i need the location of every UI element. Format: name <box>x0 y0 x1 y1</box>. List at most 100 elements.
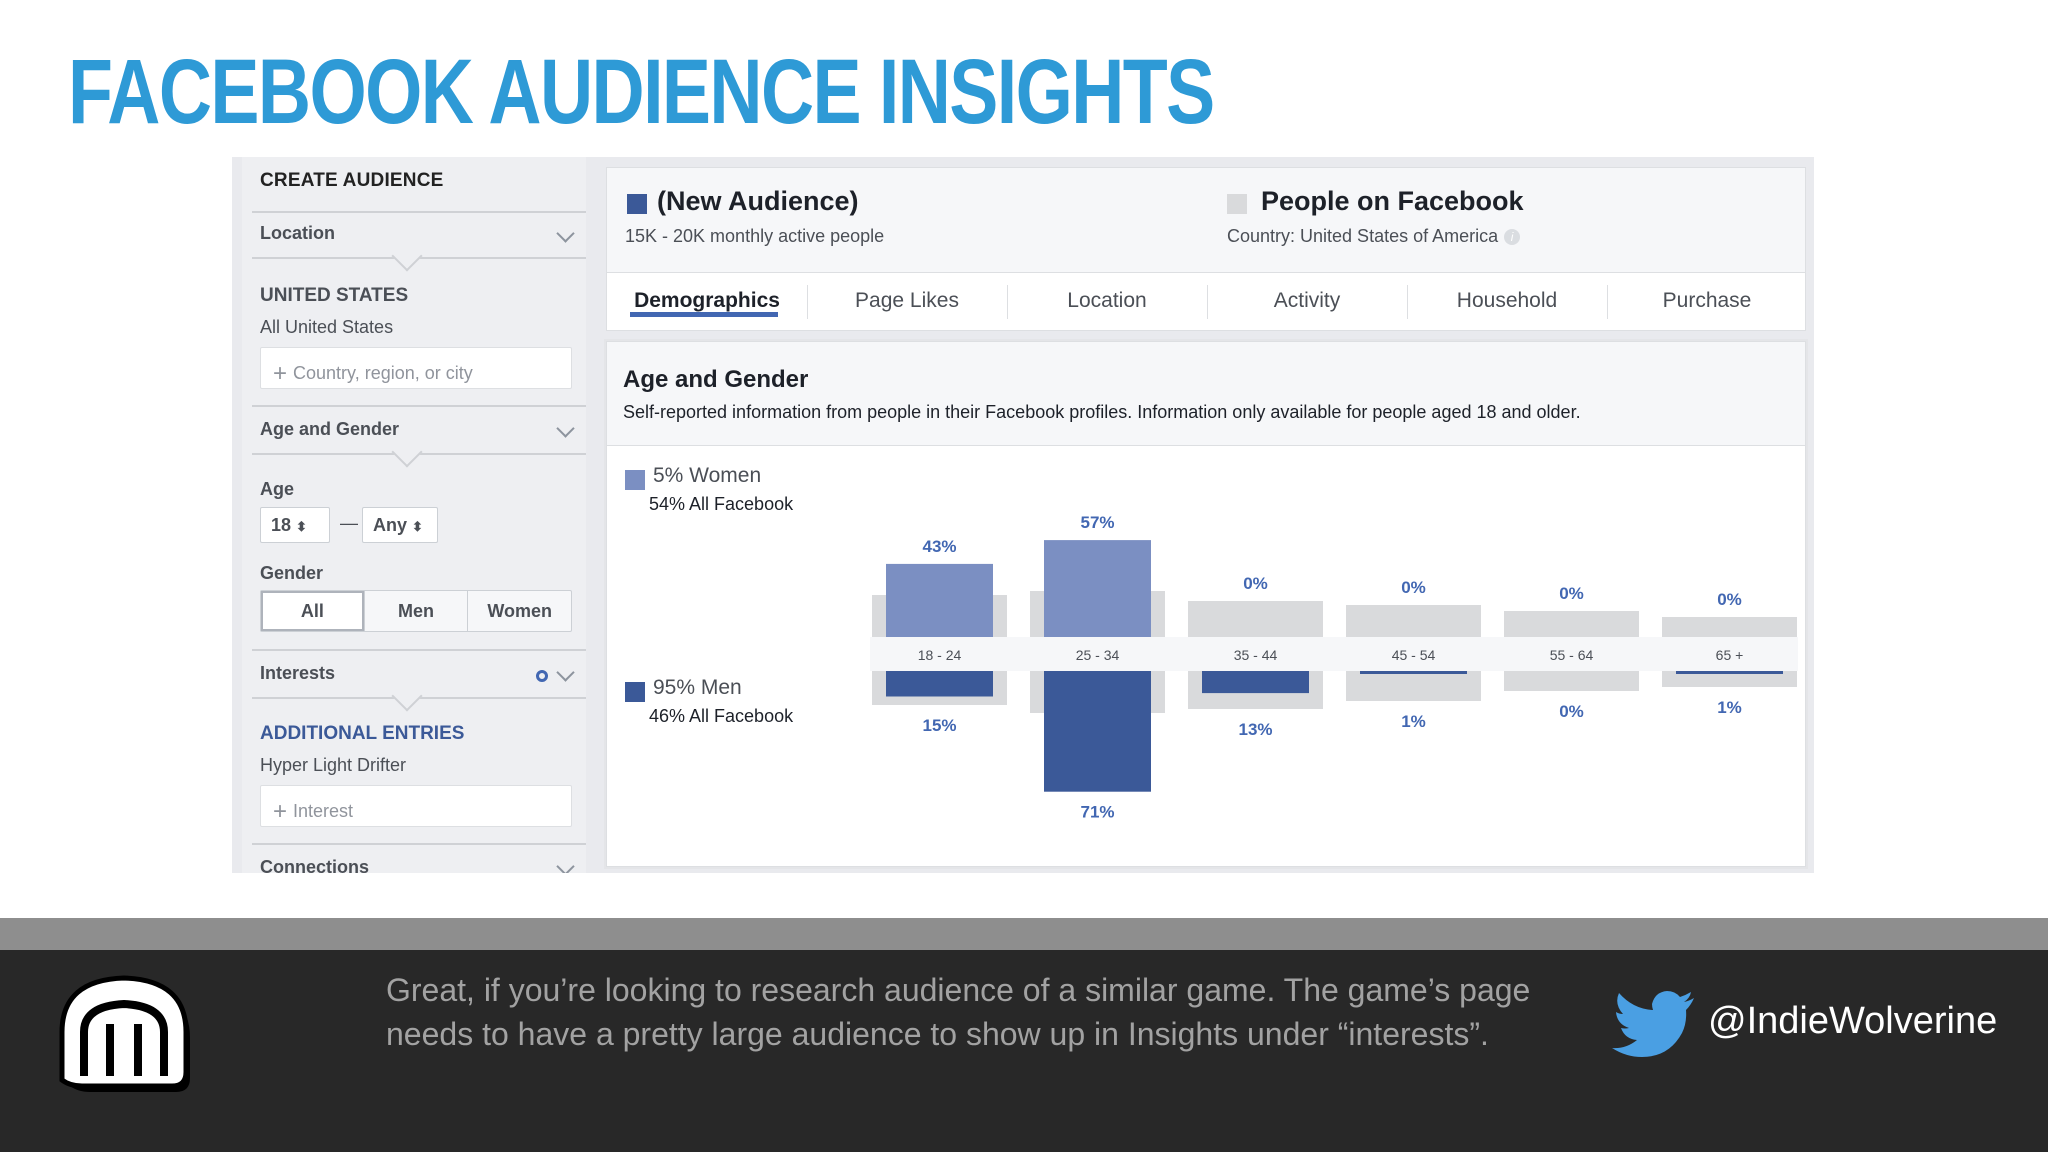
location-placeholder: Country, region, or city <box>293 363 473 383</box>
men-bar <box>1676 671 1783 674</box>
age-gender-chart: 43% 15% 18 - 24 57% 71% 25 - 34 0% 13% 35 - 44 0%… <box>870 513 1798 822</box>
gender-all-button[interactable]: All <box>261 591 364 631</box>
updown-icon: ⬍ <box>412 519 423 534</box>
location-scope: All United States <box>260 317 394 337</box>
section-notch <box>391 680 423 712</box>
audience-insights-screenshot: CREATE AUDIENCE Location UNITED STATES A… <box>232 157 1814 873</box>
tab-divider <box>1207 285 1208 319</box>
age-tick-label: 35 - 44 <box>1234 647 1278 663</box>
men-bar <box>1202 671 1309 694</box>
men-bar <box>1044 671 1151 792</box>
audience-name: (New Audience) <box>657 186 859 216</box>
men-value-label: 1% <box>1717 698 1742 717</box>
women-bar <box>1044 540 1151 637</box>
footer-band <box>0 950 2048 1152</box>
twitter-handle[interactable]: @IndieWolverine <box>1708 1000 1998 1042</box>
tab-page-likes[interactable]: Page Likes <box>855 289 959 312</box>
panel-title: Age and Gender <box>623 366 809 393</box>
gender-men-button[interactable]: Men <box>363 591 468 631</box>
interest-placeholder: Interest <box>293 801 354 821</box>
tab-purchase[interactable]: Purchase <box>1662 289 1752 312</box>
age-gender-panel: Age and Gender Self-reported information… <box>606 341 1806 867</box>
age-label: Age <box>260 479 295 499</box>
tab-demographics[interactable]: Demographics <box>634 289 780 312</box>
settings-icon[interactable] <box>536 670 548 682</box>
men-legend-label: 95% Men <box>653 676 742 699</box>
audience-color-swatch <box>627 194 647 214</box>
men-value-label: 1% <box>1401 712 1426 731</box>
gender-women-button[interactable]: Women <box>467 591 571 631</box>
section-notch <box>391 436 423 468</box>
women-value-label: 0% <box>1243 574 1268 593</box>
insights-main: (New Audience) 15K - 20K monthly active … <box>606 157 1814 873</box>
audience-comparison-header: (New Audience) 15K - 20K monthly active … <box>606 167 1806 273</box>
age-tick-label: 45 - 54 <box>1392 647 1436 663</box>
location-section-label[interactable]: Location <box>260 223 335 243</box>
benchmark-bar-women <box>1504 611 1639 637</box>
connections-section-label[interactable]: Connections <box>260 857 370 873</box>
chevron-down-icon[interactable] <box>556 663 575 682</box>
men-bar <box>886 671 993 697</box>
panel-header: Age and Gender Self-reported information… <box>607 342 1805 446</box>
women-bar <box>886 563 993 637</box>
interests-section-label[interactable]: Interests <box>260 663 336 683</box>
compare-name: People on Facebook <box>1261 186 1524 216</box>
slide-title: FACEBOOK AUDIENCE INSIGHTS <box>68 41 1215 143</box>
interest-entry[interactable]: Hyper Light Drifter <box>260 755 407 775</box>
age-max-value: Any <box>373 515 408 535</box>
tab-divider <box>1407 285 1408 319</box>
men-bar <box>1360 671 1467 674</box>
insights-tabs: Demographics Page Likes Location Activit… <box>606 273 1806 331</box>
location-country: UNITED STATES <box>260 285 409 306</box>
interest-input[interactable]: + Interest <box>260 785 572 827</box>
info-icon[interactable]: i <box>1504 229 1521 246</box>
men-legend-swatch <box>625 682 645 702</box>
age-gender-section-label[interactable]: Age and Gender <box>260 419 400 439</box>
chevron-down-icon[interactable] <box>556 224 575 243</box>
gender-label: Gender <box>260 563 324 583</box>
women-legend-swatch <box>625 470 645 490</box>
tab-household[interactable]: Household <box>1456 289 1558 312</box>
benchmark-bar-women <box>1346 605 1481 637</box>
panel-description: Self-reported information from people in… <box>623 402 1581 422</box>
age-axis-strip <box>870 637 1798 671</box>
benchmark-bar-women <box>1188 601 1323 637</box>
women-value-label: 0% <box>1717 590 1742 609</box>
location-input[interactable]: + Country, region, or city <box>260 347 572 389</box>
age-tick-label: 18 - 24 <box>918 647 962 663</box>
women-value-label: 0% <box>1401 578 1426 597</box>
gender-toggle: All Men Women <box>260 590 572 632</box>
men-value-label: 71% <box>1080 803 1114 822</box>
twitter-bird-icon[interactable] <box>1612 990 1696 1060</box>
benchmark-bar-men <box>1346 671 1481 701</box>
active-tab-underline <box>630 312 778 317</box>
slide-note: Great, if you’re looking to research aud… <box>386 972 1531 1052</box>
age-max-select[interactable]: Any ⬍ <box>362 507 438 543</box>
divider <box>252 211 586 213</box>
women-legend-label: 5% Women <box>653 464 762 487</box>
plus-icon: + <box>273 798 288 825</box>
tab-location[interactable]: Location <box>1067 289 1147 312</box>
women-value-label: 0% <box>1559 584 1584 603</box>
age-range-separator: — <box>340 513 358 533</box>
indiewolverine-logo <box>59 975 190 1092</box>
divider <box>252 649 586 651</box>
women-all-facebook: 54% All Facebook <box>649 494 794 514</box>
divider <box>252 405 586 407</box>
updown-icon: ⬍ <box>296 519 307 534</box>
men-value-label: 13% <box>1238 720 1272 739</box>
tab-activity[interactable]: Activity <box>1273 289 1341 312</box>
create-audience-header: CREATE AUDIENCE <box>260 170 444 191</box>
compare-scope: Country: United States of America <box>1227 226 1499 246</box>
chevron-down-icon[interactable] <box>556 857 575 873</box>
age-tick-label: 25 - 34 <box>1076 647 1120 663</box>
chevron-down-icon[interactable] <box>556 419 575 438</box>
age-min-value: 18 <box>271 515 292 535</box>
compare-color-swatch <box>1227 194 1247 214</box>
men-value-label: 15% <box>922 716 956 735</box>
age-tick-label: 55 - 64 <box>1550 647 1594 663</box>
age-min-select[interactable]: 18 ⬍ <box>260 507 330 543</box>
plus-icon: + <box>273 360 288 387</box>
men-value-label: 0% <box>1559 702 1584 721</box>
compare-scope-row: Country: United States of America i <box>1227 226 1521 247</box>
